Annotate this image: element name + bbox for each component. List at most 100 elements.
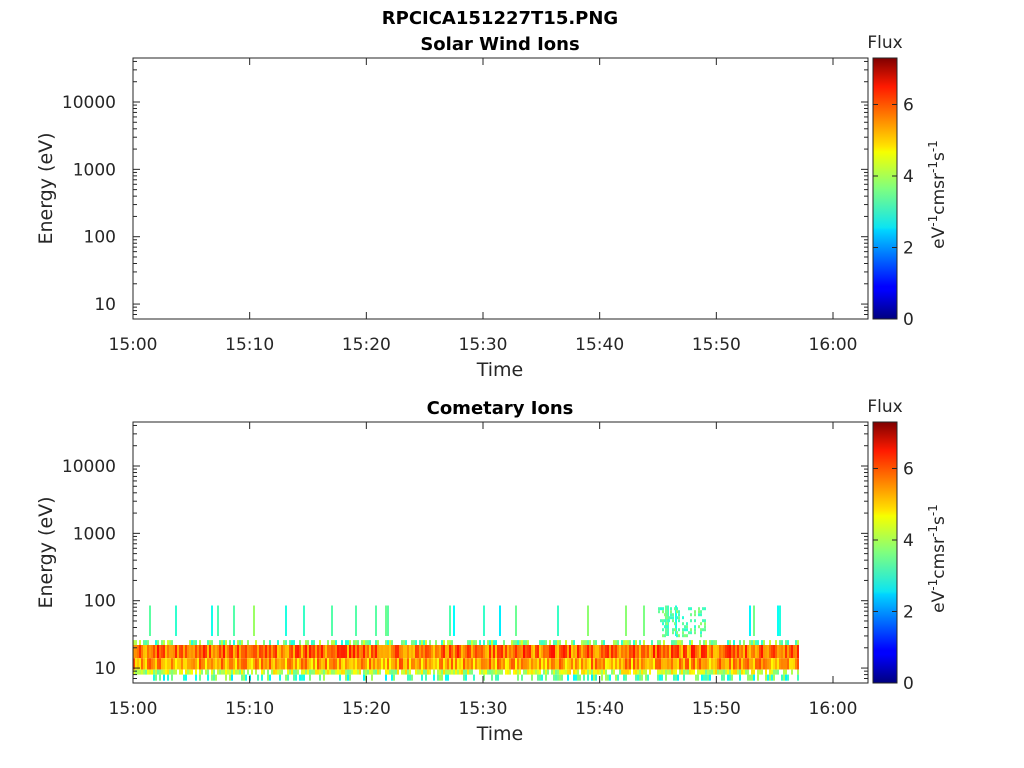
flux-cell — [363, 674, 365, 681]
flux-cell — [555, 658, 557, 670]
flux-cell — [662, 607, 664, 611]
flux-cell — [449, 640, 451, 645]
flux-cell — [355, 605, 357, 636]
flux-cell — [569, 669, 571, 675]
flux-cell — [698, 607, 700, 611]
flux-cell — [694, 613, 696, 617]
flux-cell — [676, 631, 678, 635]
flux-cell — [399, 658, 401, 670]
flux-cell — [747, 658, 749, 670]
flux-cell — [439, 674, 441, 681]
flux-cell — [177, 658, 179, 670]
flux-cell — [451, 645, 453, 659]
flux-cell — [525, 669, 527, 675]
flux-cell — [233, 658, 235, 670]
flux-cell — [205, 658, 207, 670]
flux-cell — [795, 640, 797, 645]
flux-cell — [605, 645, 607, 659]
flux-cell — [161, 658, 163, 670]
flux-cell — [767, 674, 769, 681]
flux-cell — [155, 640, 157, 645]
flux-cell — [671, 640, 673, 645]
flux-cell — [605, 669, 607, 675]
flux-cell — [571, 658, 573, 670]
flux-cell — [621, 658, 623, 670]
flux-cell — [537, 658, 539, 670]
flux-cell — [699, 640, 701, 645]
flux-cell — [137, 669, 139, 675]
flux-cell — [557, 605, 559, 636]
flux-cell — [655, 658, 657, 670]
flux-cell — [666, 616, 668, 620]
flux-cell — [167, 674, 169, 681]
flux-cell — [437, 674, 439, 681]
flux-cell — [541, 674, 543, 681]
flux-cell — [705, 658, 707, 670]
flux-cell — [177, 645, 179, 659]
flux-cell — [783, 645, 785, 659]
flux-cell — [700, 622, 702, 626]
flux-cell — [201, 645, 203, 659]
flux-cell — [687, 669, 689, 675]
flux-cell — [747, 669, 749, 675]
flux-cell — [753, 605, 755, 636]
flux-cell — [517, 645, 519, 659]
flux-cell — [657, 669, 659, 675]
plot-area — [133, 58, 868, 319]
flux-cell — [345, 645, 347, 659]
panel-2: Cometary Ions 15:00 15:10 15:20 15:30 15:40 15… — [35, 397, 949, 745]
flux-cell — [433, 669, 435, 675]
flux-cell — [565, 645, 567, 659]
flux-cell — [687, 645, 689, 659]
flux-cell — [702, 607, 704, 611]
flux-cell — [690, 628, 692, 632]
flux-cell — [463, 674, 465, 681]
flux-cell — [269, 658, 271, 670]
flux-cell — [469, 640, 471, 645]
flux-cell — [585, 645, 587, 659]
flux-cell — [229, 669, 231, 675]
flux-cell — [301, 669, 303, 675]
flux-cell — [717, 669, 719, 675]
flux-cell — [149, 669, 151, 675]
flux-cell — [781, 674, 783, 681]
flux-cell — [693, 645, 695, 659]
flux-cell — [541, 645, 543, 659]
flux-cell — [159, 669, 161, 675]
flux-cell — [327, 640, 329, 645]
flux-cell — [591, 658, 593, 670]
flux-cell — [678, 610, 680, 614]
flux-cell — [133, 658, 135, 670]
flux-cell — [647, 658, 649, 670]
flux-cell — [679, 658, 681, 670]
flux-cell — [307, 645, 309, 659]
flux-cell — [579, 645, 581, 659]
flux-cell — [421, 645, 423, 659]
flux-cell — [757, 640, 759, 645]
flux-cell — [265, 645, 267, 659]
flux-cell — [667, 658, 669, 670]
flux-cell — [249, 645, 251, 659]
flux-cell — [183, 658, 185, 670]
x-tick-label: 15:30 — [459, 699, 508, 719]
flux-cell — [215, 674, 217, 681]
flux-cell — [267, 645, 269, 659]
flux-cell — [751, 658, 753, 670]
flux-cell — [553, 674, 555, 681]
flux-cell — [349, 669, 351, 675]
flux-cell — [169, 658, 171, 670]
flux-cell — [237, 640, 239, 645]
flux-cell — [203, 645, 205, 659]
flux-cell — [662, 628, 664, 632]
flux-cell — [339, 674, 341, 681]
flux-cell — [357, 658, 359, 670]
flux-cell — [281, 645, 283, 659]
flux-cell — [517, 669, 519, 675]
flux-cell — [373, 669, 375, 675]
flux-cell — [273, 669, 275, 675]
flux-cell — [678, 613, 680, 617]
flux-cell — [658, 607, 660, 611]
flux-cell — [263, 640, 265, 645]
flux-cell — [797, 674, 799, 681]
colorbar-tick-label: 2 — [903, 238, 914, 258]
